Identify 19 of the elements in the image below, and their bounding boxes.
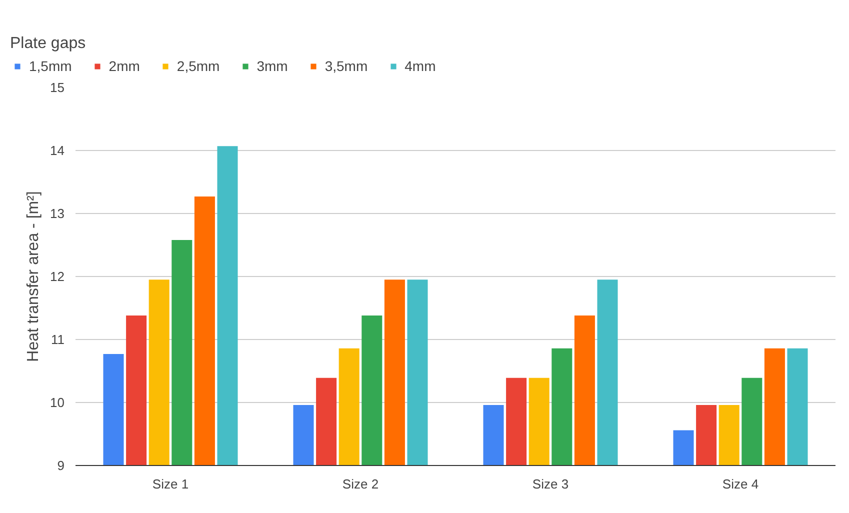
x-tick-label: Size 4 [722, 476, 759, 492]
x-tick-label: Size 3 [532, 476, 569, 492]
y-tick-label: 10 [50, 395, 65, 410]
x-tick-label: Size 1 [152, 476, 189, 492]
y-axis-title: Heat transfer area - [m²] [25, 191, 42, 362]
y-tick-label: 11 [51, 332, 65, 347]
y-tick-label: 13 [50, 206, 65, 221]
legend-label: 3,5mm [324, 58, 368, 74]
y-tick-label: 9 [57, 458, 65, 473]
legend-label: 1,5mm [29, 58, 72, 74]
legend-label: 2mm [108, 58, 140, 74]
y-tick-label: 14 [50, 143, 65, 158]
legend-title: Plate gaps [10, 35, 87, 53]
legend-label: 3mm [256, 58, 288, 74]
legend-label: 4mm [404, 58, 436, 74]
x-tick-label: Size 2 [342, 476, 379, 492]
y-tick-label: 15 [50, 80, 65, 95]
y-tick-label: 12 [50, 269, 65, 284]
legend-label: 2,5mm [176, 58, 220, 74]
